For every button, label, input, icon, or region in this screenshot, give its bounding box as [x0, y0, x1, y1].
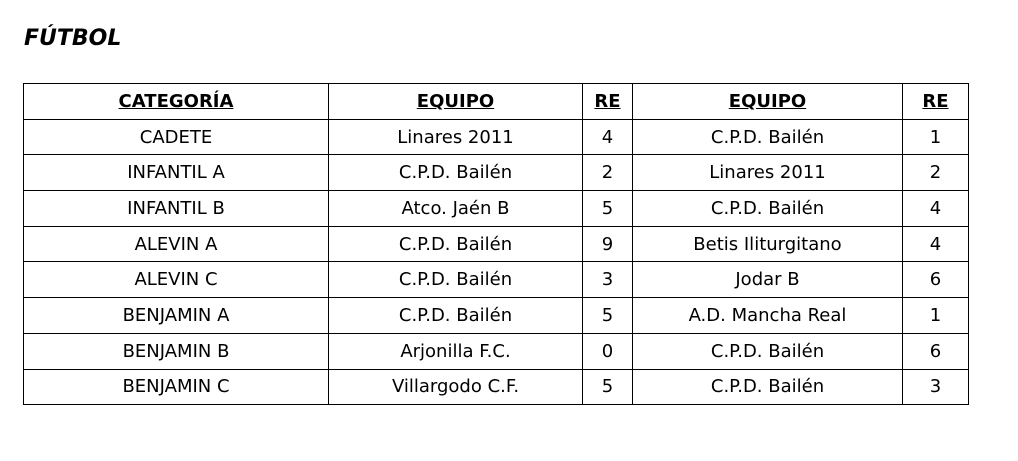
table-cell: C.P.D. Bailén: [328, 225, 583, 263]
page-title: FÚTBOL: [24, 26, 122, 51]
table-cell: 6: [902, 261, 969, 299]
table-cell: 1: [902, 118, 969, 156]
table-cell: BENJAMIN A: [23, 297, 329, 334]
table-cell: C.P.D. Bailén: [328, 154, 583, 192]
table-cell: 4: [902, 225, 969, 263]
table-cell: CADETE: [23, 118, 329, 156]
table-cell: Jodar B: [632, 261, 903, 299]
table-cell: INFANTIL A: [23, 154, 329, 192]
table-cell: Linares 2011: [328, 118, 583, 156]
table-row: INFANTIL A C.P.D. Bailén 2 Linares 2011 2: [23, 154, 969, 192]
table-cell: C.P.D. Bailén: [632, 190, 903, 227]
table-cell: C.P.D. Bailén: [632, 332, 903, 370]
table-cell: Villargodo C.F.: [328, 368, 583, 406]
table-row: BENJAMIN B Arjonilla F.C. 0 C.P.D. Bailén 6: [23, 332, 969, 370]
column-header: RE: [902, 83, 969, 120]
table-cell: 5: [582, 368, 633, 406]
column-header: EQUIPO: [632, 83, 903, 120]
table-cell: Atco. Jaén B: [328, 190, 583, 227]
table-cell: 4: [582, 118, 633, 156]
table-cell: 1: [902, 297, 969, 334]
table-cell: BENJAMIN C: [23, 368, 329, 406]
table-cell: Linares 2011: [632, 154, 903, 192]
table-cell: 3: [582, 261, 633, 299]
table-cell: Arjonilla F.C.: [328, 332, 583, 370]
table-cell: 6: [902, 332, 969, 370]
table-cell: INFANTIL B: [23, 190, 329, 227]
table-row: BENJAMIN C Villargodo C.F. 5 C.P.D. Bailén 3: [23, 368, 969, 406]
table-cell: 5: [582, 190, 633, 227]
table-cell: C.P.D. Bailén: [328, 297, 583, 334]
table-cell: 5: [582, 297, 633, 334]
table-cell: ALEVIN A: [23, 225, 329, 263]
table-cell: 2: [582, 154, 633, 192]
table-cell: 3: [902, 368, 969, 406]
table-cell: 2: [902, 154, 969, 192]
table-cell: A.D. Mancha Real: [632, 297, 903, 334]
table-row: CADETE Linares 2011 4 C.P.D. Bailén 1: [23, 118, 969, 156]
table-cell: 9: [582, 225, 633, 263]
column-header: CATEGORÍA: [23, 83, 329, 120]
column-header: RE: [582, 83, 633, 120]
table-cell: BENJAMIN B: [23, 332, 329, 370]
table-row: INFANTIL B Atco. Jaén B 5 C.P.D. Bailén 4: [23, 190, 969, 227]
table-row: ALEVIN A C.P.D. Bailén 9 Betis Iliturgitano…: [23, 225, 969, 263]
table-cell: 4: [902, 190, 969, 227]
header-row: CATEGORÍA EQUIPO RE EQUIPO RE: [23, 83, 969, 120]
column-header: EQUIPO: [328, 83, 583, 120]
results-table: CATEGORÍA EQUIPO RE EQUIPO RE CADETE Linares …: [23, 83, 969, 406]
table-cell: 0: [582, 332, 633, 370]
table-cell: ALEVIN C: [23, 261, 329, 299]
table-cell: C.P.D. Bailén: [328, 261, 583, 299]
table-cell: C.P.D. Bailén: [632, 118, 903, 156]
table-cell: Betis Iliturgitano: [632, 225, 903, 263]
table-row: BENJAMIN A C.P.D. Bailén 5 A.D. Mancha Real…: [23, 297, 969, 334]
table-cell: C.P.D. Bailén: [632, 368, 903, 406]
